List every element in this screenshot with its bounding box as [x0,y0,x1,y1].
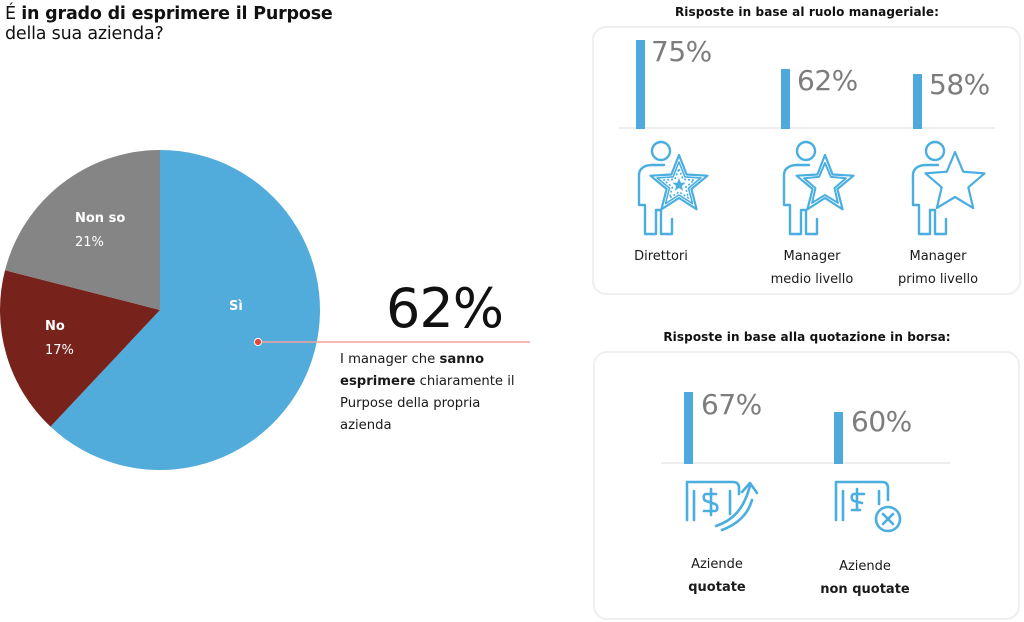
label-non-quotate-line1: Aziende [839,559,891,574]
pie-label-no-name: No [45,319,65,334]
label-quotate-line2: quotate [688,580,746,595]
pie-label-no-pct: 17% [45,343,74,358]
label-quotate: Aziende quotate [657,553,777,599]
label-manager-primo: Manager primo livello [878,245,998,291]
person-star-icon-double [782,140,855,236]
pie-label-si: Sì [229,295,243,319]
label-manager-primo-line2: primo livello [897,272,979,287]
listing-baseline [661,462,950,464]
label-manager-medio-line2: medio livello [770,272,854,287]
bar-manager-primo [913,74,922,129]
money-up-arrow-icon [685,480,759,532]
person-star-icon-tiered [637,140,709,236]
pct-direttori: 75% [651,35,712,68]
pct-manager-medio: 62% [797,64,858,97]
pie-label-non-so-pct: 21% [75,235,104,250]
role-panel-title: Risposte in base al ruolo manageriale: [674,5,940,19]
pie-chart [0,150,530,470]
title-line2: della sua azienda? [5,24,164,44]
callout-text-post: chiaramente il Purpose della propria azi… [340,374,515,433]
pie-label-non-so-name: Non so [75,211,126,226]
bar-quotate [684,392,693,464]
callout-value: 62% [386,277,504,340]
title-bold: in grado di esprimere il Purpose [21,4,333,24]
pct-non-quotate: 60% [851,405,912,438]
label-manager-medio-line1: Manager [783,249,841,264]
label-manager-primo-line1: Manager [909,249,967,264]
pie-slice-no [0,270,160,427]
listing-panel-title: Risposte in base alla quotazione in bors… [663,330,951,344]
money-cancel-icon [834,480,902,533]
bar-non-quotate [834,412,843,464]
pct-quotate: 67% [701,388,762,421]
bar-direttori [636,40,645,129]
pie-slice-si [50,150,320,470]
pie-label-no: No 17% [45,315,74,363]
label-non-quotate: Aziende non quotate [805,555,925,601]
bar-manager-medio [781,69,790,129]
pct-manager-primo: 58% [929,68,990,101]
pie-label-non-so: Non so 21% [75,207,125,255]
title-prefix: É [5,4,22,24]
role-baseline [619,127,995,129]
listing-panel-card [593,351,1020,620]
callout-text-bold: sanno esprimere [340,352,485,389]
pie-label-si-name: Sì [229,299,243,314]
label-non-quotate-line2: non quotate [820,582,910,597]
callout-dot [253,337,263,347]
label-manager-medio: Manager medio livello [752,245,872,291]
label-direttori-line1: Direttori [634,249,688,264]
person-star-icon-single [911,140,986,236]
chart-title: É in grado di esprimere il Purpose della… [5,4,333,44]
callout-description: I manager che sanno esprimere chiarament… [340,349,530,437]
callout-text-pre: I manager che [340,352,440,367]
pie-slice-non-so [5,150,161,310]
label-quotate-line1: Aziende [691,557,743,572]
label-direttori: Direttori [601,245,721,268]
